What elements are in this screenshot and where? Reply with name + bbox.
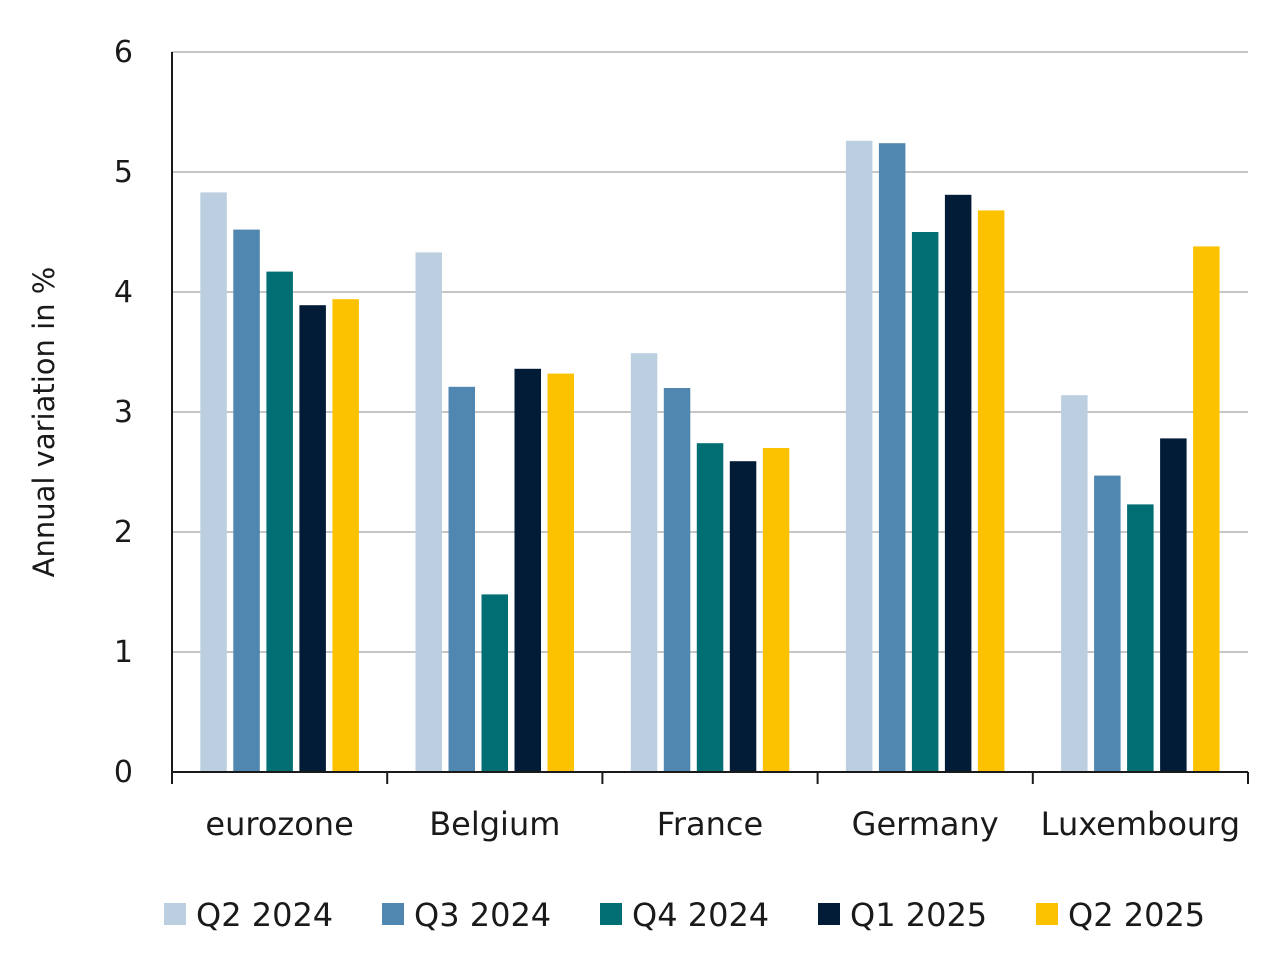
bar-germany-q2-2025 (977, 210, 1005, 772)
y-tick-label-3: 3 (114, 395, 133, 430)
legend-label-q4-2024: Q4 2024 (632, 896, 769, 934)
bar-germany-q3-2024 (878, 143, 906, 772)
bar-eurozone-q1-2025 (299, 305, 326, 772)
y-axis-label: Annual variation in % (27, 267, 61, 578)
category-label-germany: Germany (852, 805, 999, 843)
y-tick-label-2: 2 (114, 515, 133, 550)
y-tick-label-6: 6 (114, 35, 133, 70)
bar-belgium-q3-2024 (448, 386, 475, 772)
bar-france-q3-2024 (663, 388, 691, 772)
bar-luxembourg-q4-2024 (1127, 504, 1154, 772)
category-label-eurozone: eurozone (205, 805, 353, 843)
legend-label-q2-2024: Q2 2024 (196, 896, 333, 934)
legend: Q2 2024 Q3 2024 Q4 2024 Q1 2025 Q2 2025 (164, 896, 1205, 934)
legend-label-q1-2025: Q1 2025 (850, 896, 987, 934)
bar-eurozone-q2-2025 (332, 299, 359, 772)
y-tick-label-4: 4 (114, 275, 133, 310)
y-tick-label-1: 1 (114, 635, 133, 670)
bar-belgium-q4-2024 (481, 594, 508, 772)
y-tick-labels: 0 1 2 3 4 5 6 (114, 35, 133, 790)
bar-france-q4-2024 (696, 443, 724, 772)
bar-luxembourg-q1-2025 (1160, 438, 1187, 772)
bar-belgium-q1-2025 (514, 368, 541, 772)
legend-swatch-q3-2024 (382, 903, 404, 925)
category-label-luxembourg: Luxembourg (1041, 805, 1240, 843)
bar-eurozone-q4-2024 (266, 271, 293, 772)
y-tick-label-5: 5 (114, 155, 133, 190)
legend-swatch-q1-2025 (818, 903, 840, 925)
bar-france-q1-2025 (729, 461, 757, 772)
legend-label-q2-2025: Q2 2025 (1068, 896, 1205, 934)
legend-swatch-q2-2025 (1036, 903, 1058, 925)
bar-belgium-q2-2024 (415, 252, 442, 772)
category-label-belgium: Belgium (429, 805, 560, 843)
bar-eurozone-q3-2024 (233, 229, 260, 773)
category-label-france: France (657, 805, 763, 843)
bar-germany-q1-2025 (944, 194, 972, 773)
axes (171, 52, 1249, 784)
bar-luxembourg-q2-2025 (1193, 246, 1220, 772)
bar-germany-q4-2024 (911, 232, 939, 772)
bar-france-q2-2024 (630, 353, 658, 772)
bar-luxembourg-q3-2024 (1094, 475, 1121, 772)
bar-eurozone-q2-2024 (200, 192, 227, 772)
bar-germany-q2-2024 (845, 140, 873, 773)
bar-luxembourg-q2-2024 (1061, 395, 1088, 772)
category-labels: eurozone Belgium France Germany Luxembourg (205, 805, 1240, 843)
y-tick-label-0: 0 (114, 755, 133, 790)
bars (200, 140, 1220, 773)
legend-label-q3-2024: Q3 2024 (414, 896, 551, 934)
bar-france-q2-2025 (762, 448, 790, 772)
legend-swatch-q2-2024 (164, 903, 186, 925)
legend-swatch-q4-2024 (600, 903, 622, 925)
bar-belgium-q2-2025 (547, 373, 574, 772)
